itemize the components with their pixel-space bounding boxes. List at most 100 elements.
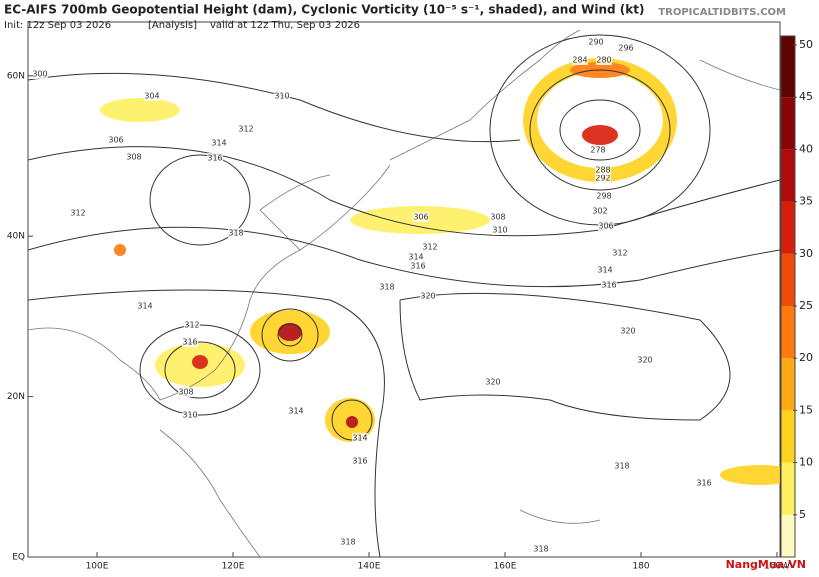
contour-label-bg: [274, 91, 290, 101]
colorbar-band: [781, 253, 795, 306]
contour-label: 296: [618, 44, 633, 53]
contour-label: 284: [572, 56, 587, 65]
contour-label-bg: [696, 478, 712, 488]
contour-label-bg: [108, 135, 124, 145]
contour-label: 300: [32, 70, 47, 79]
contour-label-bg: [207, 153, 223, 163]
contour-label-bg: [340, 537, 356, 547]
contour-label-bg: [238, 124, 254, 134]
contour-label-bg: [595, 165, 611, 175]
colorbar-band: [781, 514, 795, 557]
contour-label-bg: [620, 326, 636, 336]
lat-label: 60N: [7, 71, 25, 81]
contour-label: 312: [184, 321, 199, 330]
contour-label-bg: [420, 291, 436, 301]
colorbar-label: 25: [799, 299, 813, 312]
contour-label: 310: [274, 92, 289, 101]
contour-label: 314: [352, 434, 367, 443]
lon-label: 160E: [494, 562, 517, 572]
contour-label: 304: [144, 92, 159, 101]
contour-label: 308: [126, 153, 141, 162]
contour-label-bg: [590, 145, 606, 155]
contour-label: 314: [597, 266, 612, 275]
contour-label-bg: [413, 212, 429, 222]
contour-label-bg: [588, 37, 604, 47]
contour-label-bg: [492, 225, 508, 235]
contour-label: 314: [211, 139, 226, 148]
contour-label-bg: [601, 280, 617, 290]
lat-label: 20N: [7, 392, 25, 402]
contour-label: 278: [590, 146, 605, 155]
colorbar-band: [781, 36, 795, 98]
colorbar: [781, 36, 795, 557]
contour-label: 306: [108, 136, 123, 145]
contour-label: 302: [592, 207, 607, 216]
map-content: 3003043063083103123143163183123143123103…: [28, 29, 780, 557]
contour-label-bg: [70, 208, 86, 218]
lon-label: 120E: [222, 562, 245, 572]
lat-label: 40N: [7, 232, 25, 242]
contour-label: 318: [379, 283, 394, 292]
colorbar-label: 35: [799, 195, 813, 208]
contour-label-bg: [144, 91, 160, 101]
contour-label-bg: [211, 138, 227, 148]
colorbar-label: 20: [799, 351, 813, 364]
contour-label-bg: [178, 387, 194, 397]
contour-label-bg: [637, 355, 653, 365]
contour-label-bg: [408, 252, 424, 262]
credit: TROPICALTIDBITS.COM: [658, 7, 786, 18]
contour-label-bg: [182, 337, 198, 347]
contour-label-bg: [182, 410, 198, 420]
contour-label: 314: [408, 253, 423, 262]
contour-label-bg: [184, 320, 200, 330]
lon-label: 100E: [86, 562, 109, 572]
colorbar-band: [781, 410, 795, 463]
contour-label: 290: [588, 38, 603, 47]
contour-label-bg: [614, 461, 630, 471]
contour-label-bg: [410, 261, 426, 271]
contour-label-bg: [126, 152, 142, 162]
contour-label-bg: [228, 228, 244, 238]
lat-label: EQ: [12, 553, 25, 563]
coastlines: [28, 29, 780, 557]
contour-label: 308: [490, 213, 505, 222]
colorbar-label: 40: [799, 142, 813, 155]
contour-label-bg: [595, 173, 611, 183]
contour-label: 310: [492, 226, 507, 235]
colorbar-band: [781, 462, 795, 515]
contour-label: 314: [137, 302, 152, 311]
init-time: Init: 12z Sep 03 2026: [4, 20, 111, 31]
contour-label: 318: [340, 538, 355, 547]
contour-label: 306: [413, 213, 428, 222]
contour-label-bg: [137, 301, 153, 311]
run-type: [Analysis]: [148, 20, 197, 31]
contour-label-bg: [379, 282, 395, 292]
contour-label: 280: [596, 56, 611, 65]
contour-label: 320: [420, 292, 435, 301]
colorbar-band: [781, 358, 795, 411]
watermark: NangMua.VN: [726, 558, 806, 571]
contour-label-bg: [352, 433, 368, 443]
contour-label: 312: [238, 125, 253, 134]
contour-label-bg: [598, 221, 614, 231]
contour-label: 318: [228, 229, 243, 238]
contour-label: 316: [601, 281, 616, 290]
contour-label-bg: [485, 377, 501, 387]
colorbar-label: 5: [799, 508, 806, 521]
contour-label: 310: [182, 411, 197, 420]
lon-label: 140E: [358, 562, 381, 572]
colorbar-band: [781, 306, 795, 359]
contour-label: 318: [533, 545, 548, 554]
colorbar-band: [781, 201, 795, 254]
contour-label: 306: [598, 222, 613, 231]
contour-label: 320: [637, 356, 652, 365]
colorbar-band: [781, 97, 795, 150]
colorbar-label: 10: [799, 456, 813, 469]
contour-label-bg: [288, 406, 304, 416]
contour-label-bg: [352, 456, 368, 466]
contour-label-bg: [612, 248, 628, 258]
contour-label: 288: [595, 166, 610, 175]
valid-time: valid at 12z Thu, Sep 03 2026: [210, 20, 360, 31]
contour-label: 312: [70, 209, 85, 218]
